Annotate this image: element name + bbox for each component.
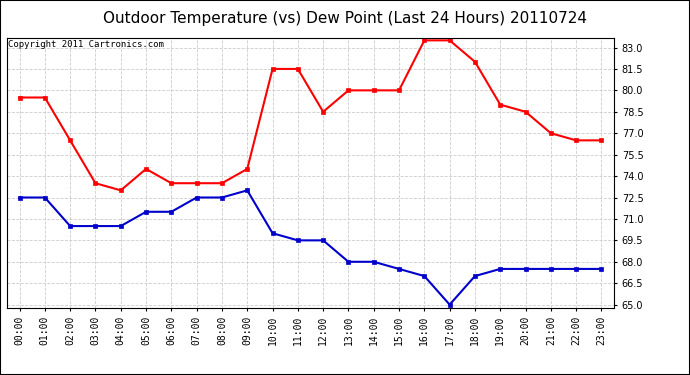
Text: Outdoor Temperature (vs) Dew Point (Last 24 Hours) 20110724: Outdoor Temperature (vs) Dew Point (Last… xyxy=(103,11,587,26)
Text: Copyright 2011 Cartronics.com: Copyright 2011 Cartronics.com xyxy=(8,40,164,49)
